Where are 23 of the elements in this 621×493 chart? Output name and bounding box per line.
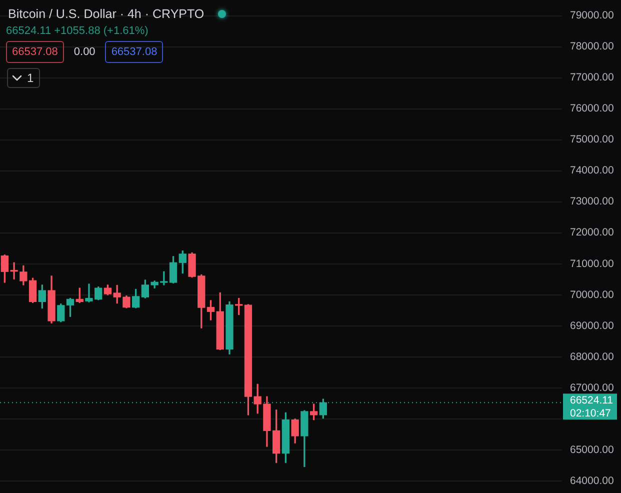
ref-line-label: 66524.11 [570,394,614,407]
y-tick-label: 76000.00 [570,102,614,115]
annotation: 0.00 [74,45,96,59]
y-tick-label: 78000.00 [570,40,614,53]
y-tick-label: 70000.00 [570,288,614,301]
y-tick-label: 73000.00 [570,196,614,208]
y-tick-label: 69000.00 [570,320,614,332]
annotation: 1 [27,71,34,85]
y-tick-label: 68000.00 [570,350,614,363]
y-tick-label: 71000.00 [570,258,614,270]
text: 66524.11 +1055.88 (+1.61%) [6,25,148,38]
annotation: 66537.08 [111,45,158,59]
y-tick-label: 65000.00 [570,444,614,456]
annotation: 66537.08 [12,45,58,59]
y-tick-label: 72000.00 [570,226,614,239]
text: Bitcoin / U.S. Dollar · 4h · CRYPTO [8,6,204,22]
y-tick-label: 75000.00 [570,134,614,146]
y-tick-label: 67000.00 [570,382,614,394]
y-tick-label: 74000.00 [570,164,614,177]
text: 02:10:47 [570,408,612,420]
y-tick-label: 64000.00 [570,474,614,487]
y-tick-label: 79000.00 [570,10,614,22]
y-tick-label: 77000.00 [570,72,614,84]
